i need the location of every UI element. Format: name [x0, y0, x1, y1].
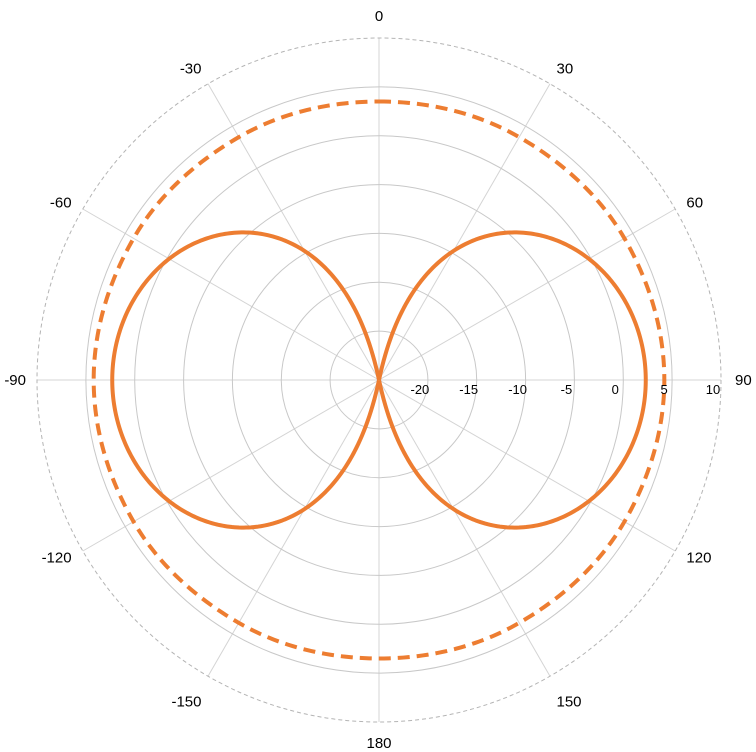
angle-tick-label: 180: [366, 735, 391, 752]
angle-tick-label: -30: [180, 61, 202, 78]
radial-tick-label: -15: [459, 382, 478, 397]
radial-tick-label: -5: [561, 382, 573, 397]
angle-spoke-30: [378, 83, 551, 381]
angle-tick-label: -120: [42, 550, 72, 567]
series-solid-left-lobe: [110, 230, 381, 530]
angle-tick-label: -60: [50, 195, 72, 212]
angle-tick-label: -90: [4, 372, 26, 389]
radial-ring-0: [134, 135, 624, 625]
radial-ring--5: [183, 184, 575, 576]
radial-tick-label: -10: [508, 382, 527, 397]
series-layer: [91, 99, 667, 661]
radial-ring--15: [280, 281, 478, 479]
radial-ring-5: [85, 86, 673, 674]
radial-ring--20: [329, 330, 429, 430]
angle-tick-label: 30: [557, 61, 574, 78]
angle-tick-label: 60: [686, 195, 703, 212]
angle-tick-label: 150: [557, 693, 582, 710]
label-layer: 0 30 60 90 120 150 180 -150 -120 -90 -60 -30 -20 -15 -…: [4, 8, 751, 752]
series-solid-right-lobe: [377, 230, 648, 530]
angle-spoke--60: [82, 208, 380, 381]
angle-spoke--30: [207, 83, 380, 381]
polar-grid: [36, 37, 722, 723]
angle-tick-label: 0: [375, 8, 383, 25]
radial-tick-label: 10: [706, 382, 720, 397]
angle-spoke-150: [378, 379, 551, 677]
radial-ring--10: [231, 232, 527, 528]
radial-tick-label: -20: [411, 382, 430, 397]
radial-tick-label: 5: [660, 382, 667, 397]
series-dashed-pattern: [91, 99, 667, 661]
angle-tick-label: 90: [735, 372, 752, 389]
angle-tick-label: -150: [171, 693, 201, 710]
angle-tick-label: 120: [686, 550, 711, 567]
radial-ring-outer: [36, 37, 722, 723]
angle-spoke--150: [207, 379, 380, 677]
radial-tick-label: 0: [612, 382, 619, 397]
